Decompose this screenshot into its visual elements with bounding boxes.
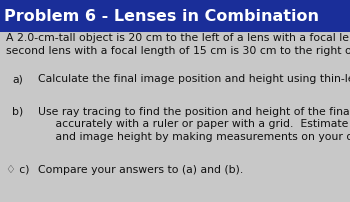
Text: ♢ c): ♢ c): [6, 164, 30, 174]
Text: Calculate the final image position and height using thin-lens equations.: Calculate the final image position and h…: [38, 74, 350, 84]
Text: a): a): [12, 74, 23, 84]
Bar: [0, 0, 350, 33]
Text: A 2.0-cm-tall object is 20 cm to the left of a lens with a focal length of 10 cm: A 2.0-cm-tall object is 20 cm to the lef…: [6, 33, 350, 56]
Text: Use ray tracing to find the position and height of the final image.  Do this
   : Use ray tracing to find the position and…: [38, 106, 350, 141]
Text: Compare your answers to (a) and (b).: Compare your answers to (a) and (b).: [38, 164, 243, 174]
Text: Problem 6 - Lenses in Combination: Problem 6 - Lenses in Combination: [4, 9, 319, 24]
Text: b): b): [12, 106, 23, 116]
